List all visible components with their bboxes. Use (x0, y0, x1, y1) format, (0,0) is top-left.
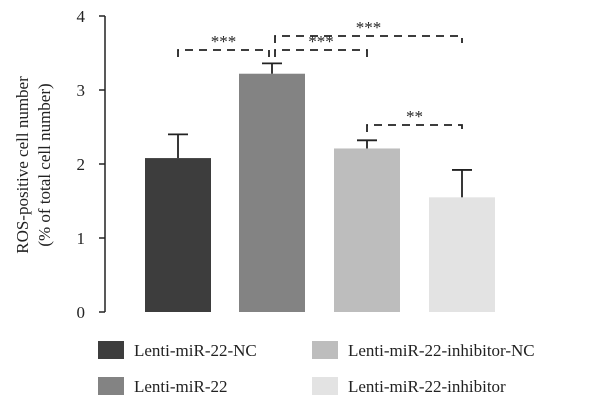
legend-swatch (312, 377, 338, 395)
y-tick-label: 3 (77, 81, 86, 100)
significance-bracket (274, 35, 463, 43)
legend-swatch (98, 377, 124, 395)
legend-label: Lenti-miR-22-inhibitor (348, 377, 506, 396)
significance-bracket (274, 49, 368, 57)
legend-label: Lenti-miR-22-NC (134, 341, 257, 360)
legend: Lenti-miR-22-NC Lenti-miR-22-inhibitor-NC… (98, 341, 535, 396)
legend-label: Lenti-miR-22-inhibitor-NC (348, 341, 535, 360)
significance-annotations: *** ******** (177, 18, 463, 132)
y-tick-label: 2 (77, 155, 86, 174)
significance-label: ** (406, 107, 423, 126)
significance-label: *** (356, 18, 382, 37)
y-axis-label-line2: (% of total cell number) (35, 83, 54, 246)
significance-bracket (177, 49, 270, 57)
y-tick-label: 4 (77, 7, 86, 26)
legend-swatch (312, 341, 338, 359)
y-tick-label: 1 (77, 229, 86, 248)
y-tick-label: 0 (77, 303, 86, 322)
legend-swatch (98, 341, 124, 359)
bar (239, 73, 305, 312)
significance-bracket (366, 124, 463, 132)
significance-label: *** (211, 32, 237, 51)
y-axis: 0 1 2 3 4 (77, 7, 106, 322)
y-axis-label-line1: ROS-positive cell number (13, 76, 32, 254)
bar (145, 158, 211, 312)
bars (145, 62, 495, 312)
legend-label: Lenti-miR-22 (134, 377, 227, 396)
bar (429, 197, 495, 312)
significance-label: *** (308, 32, 334, 51)
bar (334, 148, 400, 312)
